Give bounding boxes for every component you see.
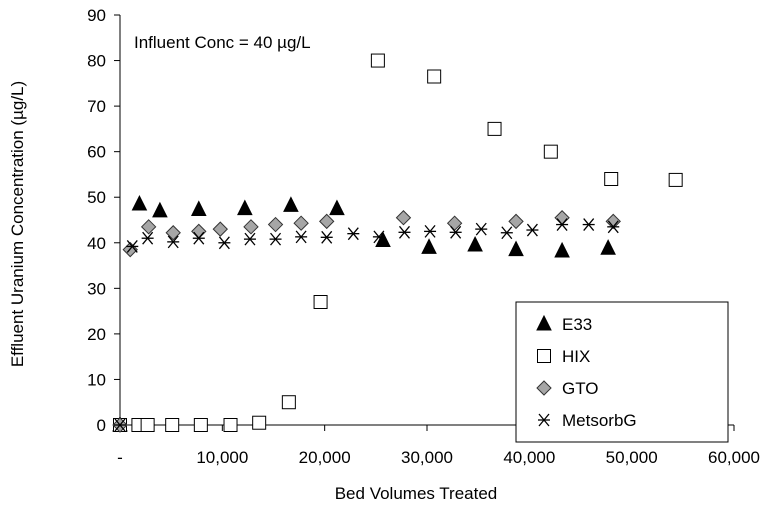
legend-marker-e33 <box>536 314 552 331</box>
point-e33 <box>152 201 168 218</box>
point-metsorbg <box>449 225 462 239</box>
point-gto <box>165 225 181 241</box>
point-metsorbg <box>347 227 360 241</box>
series-gto <box>112 210 621 433</box>
y-tick-label: 30 <box>87 279 106 298</box>
point-metsorbg <box>475 222 488 236</box>
point-hix <box>193 418 208 432</box>
series-metsorbg <box>114 218 620 432</box>
point-metsorbg <box>126 240 139 253</box>
point-e33 <box>190 200 207 217</box>
point-e33 <box>237 199 253 216</box>
point-hix <box>604 172 619 186</box>
point-hix <box>252 415 267 430</box>
point-metsorbg <box>269 232 282 246</box>
point-gto <box>191 223 207 240</box>
y-tick-label: 20 <box>87 325 106 344</box>
x-axis-label: Bed Volumes Treated <box>335 484 498 503</box>
point-gto <box>267 216 284 233</box>
legend-item-e33: E33 <box>536 314 592 334</box>
y-tick-label: 50 <box>87 188 106 207</box>
axes: 0 10 20 30 40 50 60 70 80 90 - 10,000 20,000 30,000 40… <box>87 6 760 467</box>
legend-label-metsorbg: MetsorbG <box>562 411 637 430</box>
y-tick-label: 10 <box>87 370 106 389</box>
point-hix <box>370 53 385 68</box>
legend-label-hix: HIX <box>562 347 590 366</box>
y-tick-label: 0 <box>97 416 106 435</box>
point-e33 <box>421 238 437 254</box>
point-e33 <box>283 196 299 212</box>
y-tick-label: 90 <box>87 6 106 25</box>
point-hix <box>281 395 296 410</box>
point-gto <box>395 210 412 226</box>
point-gto <box>554 210 570 226</box>
x-tick-label: - <box>117 448 123 467</box>
point-gto <box>212 221 228 237</box>
point-metsorbg <box>243 232 256 246</box>
x-tick-label: 50,000 <box>606 448 658 467</box>
legend-label-e33: E33 <box>562 315 592 334</box>
point-metsorbg <box>320 230 333 244</box>
point-metsorbg <box>607 220 620 234</box>
point-metsorbg <box>526 223 539 237</box>
point-hix <box>668 172 683 187</box>
point-metsorbg <box>192 231 205 245</box>
point-e33 <box>508 240 524 257</box>
point-e33 <box>375 231 391 247</box>
point-e33 <box>131 194 148 211</box>
point-metsorbg <box>167 235 180 249</box>
point-gto <box>319 213 335 230</box>
point-metsorbg <box>582 218 595 231</box>
point-hix <box>165 418 180 432</box>
point-metsorbg <box>398 225 411 239</box>
point-gto <box>605 213 621 230</box>
point-gto <box>293 215 309 231</box>
point-e33 <box>329 199 345 216</box>
y-tick-label: 70 <box>87 97 106 116</box>
y-tick-label: 60 <box>87 143 106 162</box>
y-tick-label: 40 <box>87 234 106 253</box>
point-metsorbg <box>295 230 308 244</box>
influent-annotation: Influent Conc = 40 µg/L <box>134 33 311 52</box>
legend-marker-gto <box>536 380 552 396</box>
legend-label-gto: GTO <box>562 379 599 398</box>
x-tick-label: 30,000 <box>401 448 453 467</box>
point-e33 <box>467 235 483 252</box>
y-tick-label: 80 <box>87 52 106 71</box>
point-gto <box>508 213 524 230</box>
point-gto <box>140 219 157 235</box>
legend-item-hix: HIX <box>537 347 590 366</box>
point-metsorbg <box>114 418 126 432</box>
point-metsorbg <box>218 236 231 250</box>
point-hix <box>427 69 442 84</box>
point-metsorbg <box>556 218 569 231</box>
data-marks <box>112 53 683 433</box>
legend-marker-hix <box>537 349 551 363</box>
legend: E33 HIX GTO MetsorbG <box>515 301 729 443</box>
point-hix <box>313 295 328 309</box>
point-hix <box>487 121 502 136</box>
series-hix <box>113 53 683 432</box>
point-e33 <box>554 241 570 258</box>
point-hix <box>543 144 558 159</box>
point-metsorbg <box>500 226 513 240</box>
x-tick-label: 10,000 <box>196 448 248 467</box>
legend-item-gto: GTO <box>536 379 599 398</box>
y-axis-label: Effluent Uranium Concentration (µg/L) <box>8 81 27 367</box>
legend-item-metsorbg: MetsorbG <box>538 411 637 430</box>
x-tick-label: 60,000 <box>708 448 760 467</box>
point-metsorbg <box>372 230 385 244</box>
x-tick-label: 40,000 <box>503 448 555 467</box>
point-gto <box>243 219 259 235</box>
point-hix <box>223 418 238 432</box>
point-e33 <box>600 239 616 255</box>
legend-box <box>515 301 729 443</box>
point-metsorbg <box>424 224 437 238</box>
point-metsorbg <box>141 231 154 245</box>
point-hix <box>140 418 155 432</box>
x-tick-label: 20,000 <box>299 448 351 467</box>
legend-marker-metsorbg <box>538 413 550 427</box>
